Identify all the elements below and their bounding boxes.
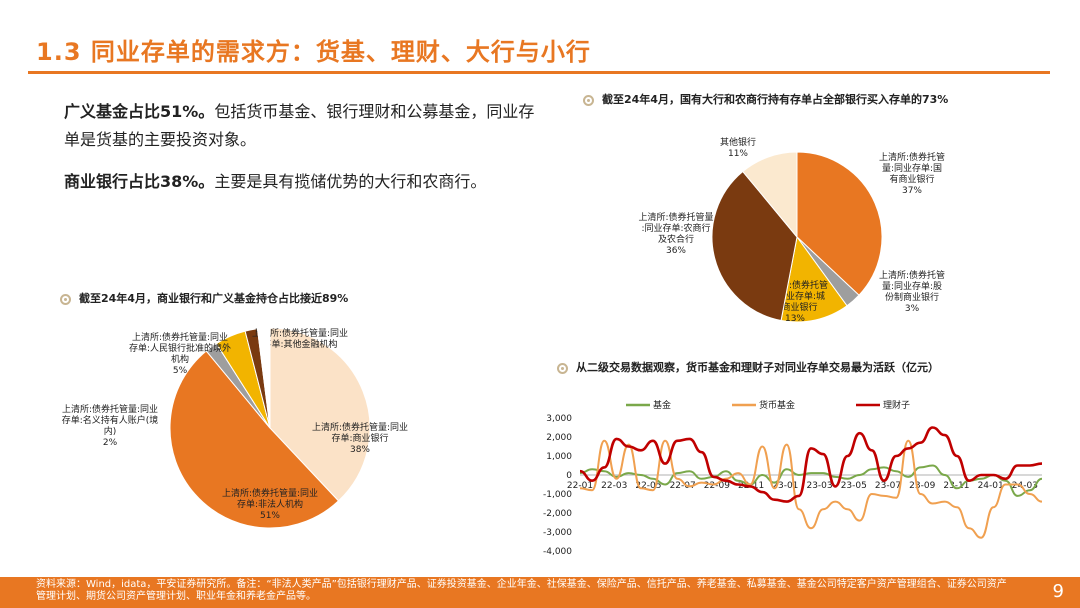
x-tick-label: 22-07 [670, 481, 696, 491]
slice-label: 上清所:债券托管量:同业存单:其他金融机构 [252, 327, 348, 350]
slice-label: 上清所:债券托管量:同业存单:国有商业银行 37% [879, 151, 945, 196]
pie-slice [742, 151, 798, 239]
circle-bullet-icon [60, 293, 71, 305]
slice-label: 上清所:债券托管量:同业存单:人民银行批准的境外机构 5% [129, 331, 231, 376]
bullet-bold: 广义基金占比51%。 [64, 102, 215, 121]
page-title: 1.3 同业存单的需求方：货基、理财、大行与小行 [36, 38, 591, 66]
slice-label: 上清所:债券托管量:同业存单:股份制商业银行 3% [879, 269, 945, 314]
x-tick-label: 23-07 [875, 481, 901, 491]
pie-slice [269, 327, 371, 502]
pie-slice [169, 350, 340, 529]
x-tick-label: 23-03 [806, 481, 832, 491]
legend-label: 货币基金 [759, 399, 795, 411]
circle-bullet-icon [557, 362, 568, 374]
slice-label: 其他银行 11% [720, 136, 756, 159]
bullet-text: 主要是具有揽储优势的大行和农商行。 [214, 172, 487, 191]
x-tick-label: 22-01 [567, 481, 593, 491]
x-tick-label: 23-09 [909, 481, 935, 491]
bullet-text: 包括货币基金、银行理财和公募基金，同业存单是货基的主要投资对象。 [64, 102, 535, 149]
x-tick-label: 23-05 [841, 481, 867, 491]
footer-bar: 资料来源：Wind，idata，平安证券研究所。备注：“非法人类产品”包括银行理… [0, 577, 1080, 608]
bullet-broad-fund: 广义基金占比51%。包括货币基金、银行理财和公募基金，同业存单是货基的主要投资对… [64, 98, 544, 154]
x-tick-label: 24-03 [1012, 481, 1038, 491]
y-tick-label: 0 [566, 471, 572, 481]
circle-bullet-icon [583, 94, 594, 106]
chart1-caption-text: 截至24年4月，商业银行和广义基金持仓占比接近89% [79, 292, 349, 305]
pie-slice [796, 151, 883, 296]
x-tick-label: 22-05 [635, 481, 661, 491]
chart3-caption: 从二级交易数据观察，货币基金和理财子对同业存单交易最为活跃（亿元） [557, 360, 1027, 376]
x-tick-label: 22-09 [704, 481, 730, 491]
slice-label: 上清所:债券托管量:同业存单:农商行及农合行 36% [638, 211, 713, 256]
source-note: 资料来源：Wind，idata，平安证券研究所。备注：“非法人类产品”包括银行理… [36, 579, 1007, 602]
x-tick-label: 22-03 [601, 481, 627, 491]
line-chart-trading: 3,000 2,000 1,000 0 -1,000 -2,000 -3,000 -4,000… [543, 399, 1043, 557]
pie-chart-banks: 上清所:债券托管量:同业存单:国有商业银行 37% 上清所:债券托管量:同业存单:股… [638, 136, 945, 324]
page-number: 9 [1052, 581, 1064, 602]
series-line [579, 426, 1043, 503]
y-tick-label: 1,000 [546, 452, 572, 462]
y-tick-label: -2,000 [543, 509, 572, 519]
legend-label: 基金 [653, 399, 671, 411]
pie-slice [711, 170, 798, 322]
chart1-caption: 截至24年4月，商业银行和广义基金持仓占比接近89% [60, 290, 348, 306]
x-tick-label: 23-01 [772, 481, 798, 491]
y-tick-label: 2,000 [546, 433, 572, 443]
legend-label: 理财子 [883, 399, 910, 411]
slice-label: 上清所:债券托管量:同业存单:非法人机构 51% [222, 487, 318, 521]
y-tick-label: -3,000 [543, 528, 572, 538]
bullet-bold: 商业银行占比38%。 [64, 172, 215, 191]
y-tick-label: -1,000 [543, 490, 572, 500]
pie-chart-holdings: 上清所:债券托管量:同业存单:商业银行 38% 上清所:债券托管量:同业存单:非法人… [62, 327, 408, 529]
chart2-caption-text: 截至24年4月，国有大行和农商行持有存单占全部银行买入存单的73% [602, 93, 949, 106]
chart2-caption: 截至24年4月，国有大行和农商行持有存单占全部银行买入存单的73% [583, 91, 948, 107]
y-tick-label: 3,000 [546, 414, 572, 424]
x-tick-label: 24-01 [978, 481, 1004, 491]
bullet-commercial-bank: 商业银行占比38%。主要是具有揽储优势的大行和农商行。 [64, 168, 544, 196]
x-tick-label: 23-11 [943, 481, 969, 491]
pie-slice [256, 327, 271, 429]
slice-label: 上清所:债券托管量:同业存单:名义持有人账户(境内) 2% [62, 403, 159, 448]
chart3-caption-text: 从二级交易数据观察，货币基金和理财子对同业存单交易最为活跃（亿元） [576, 361, 939, 374]
title-divider [28, 71, 1050, 74]
bullet-list: 广义基金占比51%。包括货币基金、银行理财和公募基金，同业存单是货基的主要投资对… [64, 98, 544, 210]
pie-slice [780, 235, 848, 323]
slice-label: 上清所:债券托管量:同业存单:商业银行 38% [312, 421, 408, 455]
y-tick-label: -4,000 [543, 547, 572, 557]
series-line [579, 439, 1043, 539]
